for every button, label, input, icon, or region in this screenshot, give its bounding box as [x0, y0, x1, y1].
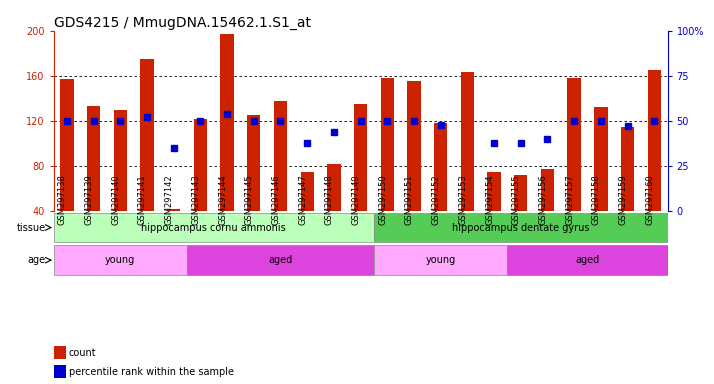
Bar — [594, 108, 608, 211]
Text: age: age — [27, 255, 46, 265]
Text: GDS4215 / MmugDNA.15462.1.S1_at: GDS4215 / MmugDNA.15462.1.S1_at — [54, 16, 311, 30]
Text: GSM297159: GSM297159 — [618, 174, 628, 225]
Text: GSM297156: GSM297156 — [538, 174, 548, 225]
Text: GSM297147: GSM297147 — [298, 174, 307, 225]
Bar — [221, 34, 233, 211]
Bar — [141, 59, 154, 211]
Text: GSM297150: GSM297150 — [378, 174, 387, 225]
Bar — [60, 79, 74, 211]
Text: aged: aged — [575, 255, 600, 265]
Text: GSM297140: GSM297140 — [111, 174, 120, 225]
Bar — [434, 123, 448, 211]
Text: percentile rank within the sample: percentile rank within the sample — [69, 367, 234, 377]
Text: GSM297145: GSM297145 — [245, 174, 253, 225]
Text: GSM297152: GSM297152 — [432, 174, 441, 225]
Text: GSM297149: GSM297149 — [351, 174, 361, 225]
Text: hippocampus dentate gyrus: hippocampus dentate gyrus — [452, 222, 590, 233]
Text: young: young — [426, 255, 456, 265]
Text: GSM297157: GSM297157 — [565, 174, 574, 225]
Text: GSM297143: GSM297143 — [191, 174, 201, 225]
Bar — [54, 213, 374, 242]
Bar — [488, 172, 501, 211]
Text: GSM297144: GSM297144 — [218, 174, 227, 225]
Text: GSM297155: GSM297155 — [512, 174, 521, 225]
Bar — [54, 365, 66, 378]
Text: GSM297138: GSM297138 — [58, 174, 67, 225]
Text: GSM297153: GSM297153 — [458, 174, 468, 225]
Bar — [540, 169, 554, 211]
Bar — [273, 101, 287, 211]
Bar — [187, 245, 374, 275]
Bar — [514, 175, 528, 211]
Text: GSM297141: GSM297141 — [138, 174, 147, 225]
Text: GSM297154: GSM297154 — [485, 174, 494, 225]
Text: count: count — [69, 348, 96, 358]
Text: GSM297146: GSM297146 — [271, 174, 281, 225]
Text: GSM297160: GSM297160 — [645, 174, 654, 225]
Text: GSM297139: GSM297139 — [84, 174, 94, 225]
Bar — [621, 127, 634, 211]
Bar — [461, 73, 474, 211]
Bar — [114, 110, 127, 211]
Bar — [648, 70, 661, 211]
Text: GSM297158: GSM297158 — [592, 174, 601, 225]
Text: GSM297148: GSM297148 — [325, 174, 334, 225]
Bar — [381, 78, 394, 211]
Bar — [247, 115, 261, 211]
Bar — [568, 78, 580, 211]
Bar — [374, 245, 508, 275]
Text: young: young — [105, 255, 136, 265]
Bar — [54, 245, 187, 275]
Bar — [54, 346, 66, 359]
Bar — [327, 164, 341, 211]
Bar — [167, 209, 181, 211]
Bar — [374, 213, 668, 242]
Bar — [508, 245, 668, 275]
Text: tissue: tissue — [16, 222, 46, 233]
Bar — [407, 81, 421, 211]
Bar — [193, 119, 207, 211]
Text: hippocampus cornu ammonis: hippocampus cornu ammonis — [141, 222, 286, 233]
Text: aged: aged — [268, 255, 293, 265]
Bar — [87, 106, 100, 211]
Text: GSM297151: GSM297151 — [405, 174, 414, 225]
Bar — [354, 104, 367, 211]
Bar — [301, 172, 314, 211]
Text: GSM297142: GSM297142 — [165, 174, 174, 225]
